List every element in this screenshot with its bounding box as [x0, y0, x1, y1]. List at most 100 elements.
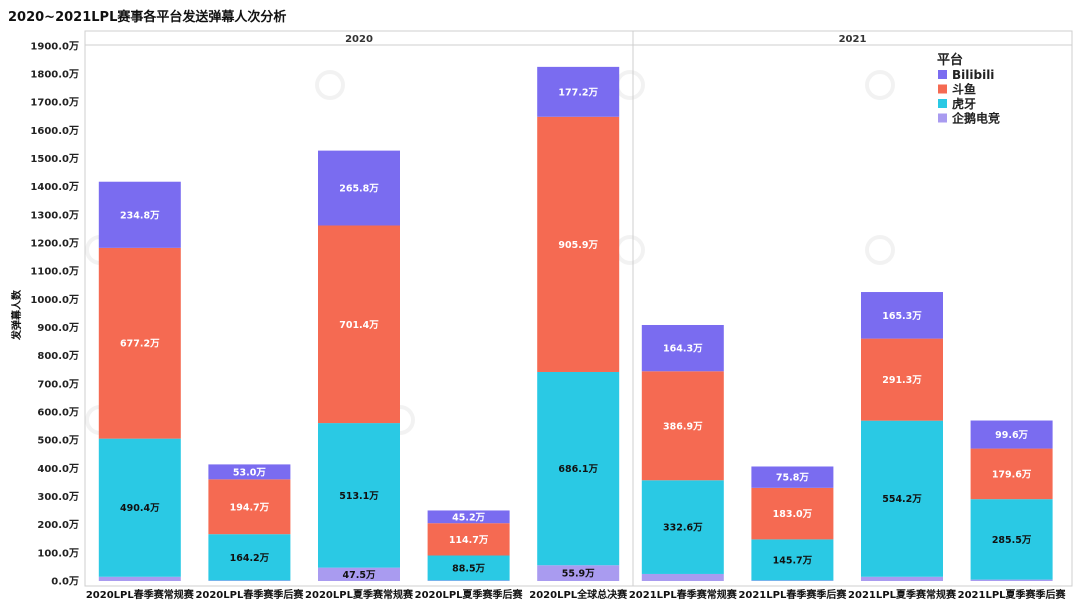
bar-segment	[861, 420, 943, 577]
bar-segment	[98, 247, 181, 439]
watermark-logo-icon	[615, 235, 645, 265]
y-tick-label: 400.0万	[37, 463, 79, 475]
chart-title: 2020~2021LPL赛事各平台发送弹幕人次分析	[8, 9, 286, 25]
x-axis: 2020LPL春季赛常规赛 2020LPL春季赛季后赛 2020LPL夏季赛常规赛 2…	[86, 588, 1067, 601]
legend-entry: Bilibili	[952, 68, 994, 82]
data-label: 554.2万	[882, 494, 922, 505]
bar-segment	[537, 371, 620, 566]
y-tick-label: 700.0万	[37, 378, 79, 390]
bar-segment	[537, 116, 620, 372]
y-tick-label: 900.0万	[37, 322, 79, 334]
data-label: 194.7万	[230, 502, 270, 513]
legend-entry: 斗鱼	[952, 82, 976, 97]
data-label: 145.7万	[773, 555, 813, 566]
data-label: 677.2万	[120, 339, 160, 350]
x-tick-label: 2020LPL春季赛常规赛	[86, 588, 195, 601]
data-label: 164.2万	[230, 553, 270, 564]
y-tick-label: 800.0万	[37, 350, 79, 362]
bar-segment	[98, 576, 181, 581]
x-tick-label: 2020LPL夏季赛季后赛	[415, 588, 524, 601]
bar-segment	[641, 371, 724, 481]
bar-segment	[641, 324, 724, 372]
data-label: 45.2万	[452, 512, 485, 523]
bar-segment	[427, 580, 510, 581]
y-tick-label: 0.0万	[51, 576, 79, 588]
y-tick-label: 300.0万	[37, 491, 79, 503]
legend-swatch	[938, 99, 947, 108]
watermark-logo-icon	[615, 70, 645, 100]
bar-segment	[318, 225, 400, 424]
data-label: 686.1万	[558, 464, 598, 475]
data-label: 332.6万	[663, 523, 703, 534]
y-tick-label: 500.0万	[37, 435, 79, 447]
y-tick-label: 1200.0万	[30, 237, 79, 249]
bar-segment	[751, 539, 834, 581]
data-label: 285.5万	[992, 535, 1032, 546]
panel-title: 2021	[839, 34, 867, 45]
data-label: 701.4万	[339, 320, 379, 331]
x-tick-label: 2021LPL春季赛常规赛	[629, 588, 738, 601]
y-tick-label: 1700.0万	[30, 97, 79, 109]
y-tick-label: 1400.0万	[30, 181, 79, 193]
watermark-layer	[85, 70, 895, 435]
bar-segment	[970, 448, 1053, 500]
legend-swatch	[938, 113, 947, 123]
data-label: 386.9万	[663, 421, 703, 432]
data-label: 53.0万	[233, 467, 266, 478]
y-tick-label: 1800.0万	[30, 68, 79, 80]
legend-title: 平台	[937, 52, 963, 68]
data-label: 905.9万	[558, 240, 598, 251]
panel-headers: 2020 2021	[345, 34, 866, 45]
legend-entry: 虎牙	[952, 96, 976, 111]
bar-segment	[861, 576, 943, 581]
data-label: 177.2万	[558, 87, 598, 98]
bar-segment	[970, 420, 1053, 449]
bar-segment	[98, 438, 181, 577]
bar-segment	[208, 479, 291, 535]
bars: 490.4万 677.2万 234.8万 164.2万 194.7万 53.0万 47.5万…	[98, 66, 1053, 581]
bar-segment	[318, 567, 400, 581]
bar-segment	[208, 464, 291, 480]
legend-entry: 企鹅电竞	[951, 111, 1000, 126]
data-label: 234.8万	[120, 210, 160, 221]
bar-segment	[537, 565, 620, 581]
plot-border	[84, 30, 1073, 587]
data-label: 99.6万	[995, 430, 1028, 441]
bar-segment	[427, 510, 510, 524]
bar-segment	[98, 181, 181, 248]
y-tick-label: 1600.0万	[30, 125, 79, 137]
watermark-logo-icon	[865, 235, 895, 265]
watermark-logo-icon	[865, 70, 895, 100]
data-label: 183.0万	[773, 509, 813, 520]
y-axis: 0.0万 100.0万 200.0万 300.0万 400.0万 500.0万 600.0万…	[30, 40, 79, 587]
y-tick-label: 1100.0万	[30, 266, 79, 278]
y-tick-label: 100.0万	[37, 547, 79, 559]
legend-swatch	[938, 84, 947, 94]
data-label: 179.6万	[992, 469, 1032, 480]
y-axis-label: 发弹幕人数	[10, 289, 23, 341]
data-label: 165.3万	[882, 311, 922, 322]
bar-segment	[208, 580, 291, 581]
y-tick-label: 200.0万	[37, 519, 79, 531]
plot-frame	[84, 30, 1073, 587]
data-label: 513.1万	[339, 491, 379, 502]
data-label: 55.9万	[562, 569, 595, 580]
bar-segment	[751, 466, 834, 488]
bar-segment	[861, 292, 943, 339]
x-tick-label: 2021LPL春季赛季后赛	[738, 588, 847, 601]
data-label: 490.4万	[120, 503, 160, 514]
data-label: 75.8万	[776, 473, 809, 484]
data-label: 88.5万	[452, 563, 485, 574]
y-tick-label: 1300.0万	[30, 209, 79, 221]
bar-segment	[970, 579, 1053, 581]
bar-segment	[318, 150, 400, 226]
x-tick-label: 2021LPL夏季赛常规赛	[848, 588, 957, 601]
y-tick-label: 600.0万	[37, 406, 79, 418]
panel-title: 2020	[345, 34, 373, 45]
x-tick-label: 2020LPL夏季赛常规赛	[305, 588, 414, 601]
bar-segment	[318, 423, 400, 568]
bar-segment	[641, 480, 724, 574]
data-label: 164.3万	[663, 344, 703, 355]
